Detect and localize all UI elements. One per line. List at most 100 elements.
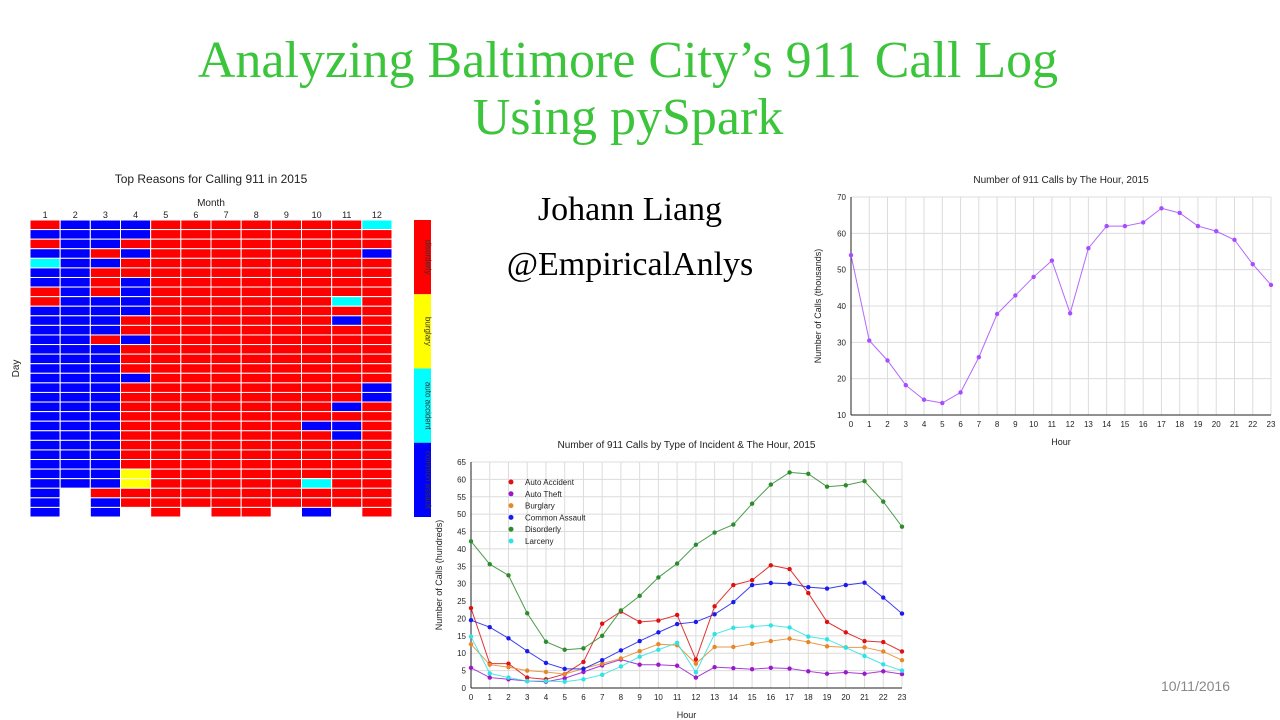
x-tick-label: 4 (544, 693, 549, 702)
x-tick-label: 23 (898, 693, 907, 702)
series-line (470, 658, 903, 683)
data-point (637, 648, 642, 654)
data-point (693, 675, 699, 680)
data-point (525, 648, 530, 654)
data-point (712, 644, 717, 650)
x-tick-label: 14 (1102, 420, 1111, 429)
data-point (899, 671, 905, 677)
data-point (674, 612, 680, 618)
data-point (843, 645, 848, 650)
x-tick-label: 19 (823, 693, 832, 702)
data-point (768, 563, 774, 568)
data-point (843, 630, 848, 635)
data-point (806, 634, 811, 639)
x-tick-label: 13 (710, 693, 719, 702)
y-tick-label: 45 (457, 528, 466, 537)
data-point (824, 619, 830, 625)
data-point (1104, 223, 1109, 229)
y-tick-label: 20 (457, 614, 466, 623)
series-line (470, 564, 903, 680)
data-point (468, 641, 474, 647)
data-point (506, 661, 511, 666)
data-point (824, 586, 830, 591)
data-point (543, 639, 549, 644)
data-point (656, 630, 661, 635)
chart-title: Number of 911 Calls by Type of Incident … (558, 440, 816, 451)
data-point (693, 619, 699, 625)
heatmap-title: Top Reasons for Calling 911 in 2015 (115, 172, 308, 186)
x-tick-label: 0 (849, 420, 854, 429)
data-point (787, 566, 792, 572)
data-point (1177, 210, 1182, 216)
colorbar-label: auto accident (424, 382, 433, 430)
x-tick-label: 18 (1175, 420, 1184, 429)
data-point (599, 657, 605, 663)
y-tick-label: 70 (837, 193, 846, 202)
data-point (731, 582, 736, 588)
data-point (506, 675, 511, 680)
x-tick-label: 19 (1194, 420, 1203, 429)
data-point (899, 668, 905, 673)
colorbar-segment (414, 220, 431, 295)
x-tick-label: 22 (1248, 420, 1257, 429)
y-axis-label: Number of Calls (hundreds) (434, 520, 444, 631)
data-point (768, 482, 774, 487)
heatmap-xtick: 7 (224, 210, 229, 220)
data-point (637, 662, 642, 667)
data-point (940, 400, 945, 406)
data-point (731, 599, 736, 605)
x-tick-label: 22 (879, 693, 888, 702)
x-tick-label: 16 (766, 693, 775, 702)
x-tick-label: 20 (1212, 420, 1221, 429)
data-point (468, 605, 474, 611)
data-point (862, 671, 867, 676)
data-point (806, 584, 811, 590)
y-tick-label: 55 (457, 493, 466, 502)
x-tick-label: 15 (1120, 420, 1129, 429)
x-tick-label: 4 (922, 420, 927, 429)
x-tick-label: 6 (581, 693, 586, 702)
x-tick-label: 15 (748, 693, 757, 702)
data-point (656, 662, 661, 667)
slide-title: Analyzing Baltimore City’s 911 Call Log … (0, 32, 1256, 146)
data-point (881, 669, 886, 674)
legend-label: Larceny (525, 537, 553, 546)
y-axis-label: Number of Calls (thousands) (813, 249, 823, 364)
y-tick-label: 20 (837, 375, 846, 384)
x-tick-label: 12 (1066, 420, 1075, 429)
x-tick-label: 11 (673, 693, 682, 702)
data-point (768, 638, 774, 644)
data-point (487, 662, 492, 667)
data-point (787, 470, 792, 475)
data-point (749, 641, 755, 647)
y-tick-label: 10 (837, 411, 846, 420)
data-point (599, 621, 605, 626)
data-point (958, 390, 963, 395)
data-point (599, 672, 605, 677)
x-tick-label: 1 (867, 420, 872, 429)
x-tick-label: 0 (469, 693, 474, 702)
data-point (921, 397, 927, 402)
data-point (1232, 237, 1237, 243)
data-point (731, 522, 736, 527)
data-point (994, 311, 1000, 317)
x-tick-label: 14 (729, 693, 738, 702)
x-axis-label: Hour (677, 710, 697, 720)
data-point (1140, 220, 1146, 225)
legend-label: Burglary (525, 502, 555, 511)
data-point (881, 499, 886, 504)
data-point (712, 530, 717, 535)
slide-title-line-2: Using pySpark (472, 89, 784, 146)
series-line (470, 624, 903, 683)
data-point (543, 660, 549, 666)
data-point (843, 483, 848, 488)
data-point (881, 639, 886, 645)
data-point (881, 649, 886, 654)
y-tick-label: 50 (837, 266, 846, 275)
heatmap-xtick: 12 (372, 210, 382, 220)
x-tick-label: 2 (885, 420, 890, 429)
y-tick-label: 30 (837, 338, 846, 347)
heatmap-xtick: 11 (342, 210, 351, 220)
data-point (618, 648, 624, 653)
